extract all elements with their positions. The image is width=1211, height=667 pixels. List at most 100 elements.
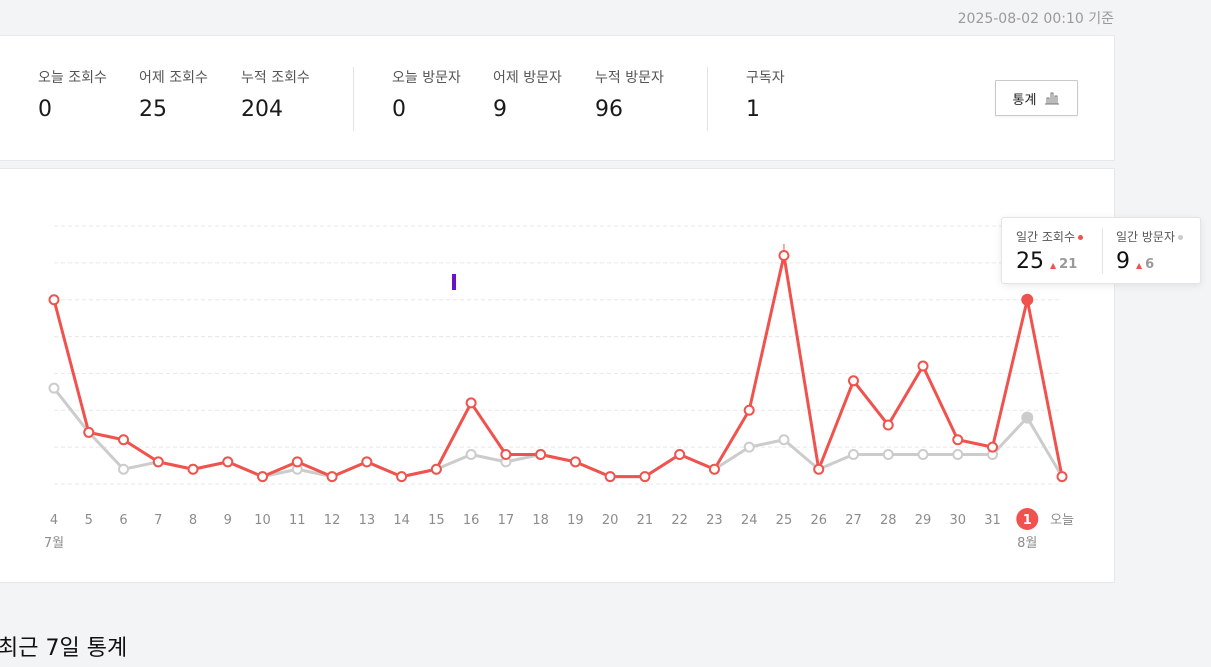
views-point <box>465 397 477 409</box>
x-tick-label: 5 <box>85 513 93 528</box>
stat-label: 어제 조회수 <box>139 70 208 86</box>
views-point <box>604 471 616 483</box>
x-tick-label: 26 <box>810 513 827 528</box>
x-tick-label: 29 <box>915 513 932 528</box>
event-marker <box>452 274 456 290</box>
x-tick-label: 9 <box>224 513 232 528</box>
visitors-point <box>1021 411 1034 424</box>
views-point <box>430 463 442 475</box>
visitors-point <box>118 463 130 475</box>
views-point <box>1021 293 1034 306</box>
recent-7days-title: 최근 7일 통계 <box>0 636 128 661</box>
chart-card: 4 5 6 7 8 9 10 11 12 13 14 15 16 17 18 19 20 21 22 23 24 25 26… <box>0 168 1115 583</box>
stat-divider <box>353 67 354 131</box>
x-tick-label: 19 <box>567 513 584 528</box>
stat-value: 0 <box>392 97 406 122</box>
x-tick-label: 20 <box>602 513 619 528</box>
timestamp: 2025-08-02 00:10 기준 <box>957 11 1114 27</box>
stat-label: 구독자 <box>746 70 785 86</box>
x-tick-label: 21 <box>637 513 654 528</box>
views-point <box>917 360 929 372</box>
stat-value: 1 <box>746 97 760 122</box>
stat-label: 누적 조회수 <box>241 70 310 86</box>
stat-label: 어제 방문자 <box>493 70 562 86</box>
x-tick-label: 30 <box>949 513 966 528</box>
visitors-point <box>882 449 894 461</box>
tooltip-visitors-label: 일간 방문자 <box>1116 230 1176 244</box>
up-arrow-icon: ▲ <box>1136 261 1143 270</box>
x-tick-label: 1 <box>1023 513 1032 528</box>
stat-total-visitors: 누적 방문자 96 <box>595 67 664 122</box>
views-point <box>639 471 651 483</box>
x-tick-label: 24 <box>741 513 758 528</box>
bar-chart-icon <box>1045 92 1060 105</box>
x-tick-label: 8 <box>189 513 197 528</box>
views-point <box>1056 471 1068 483</box>
views-point <box>152 456 164 468</box>
tooltip-visitors-delta: 6 <box>1145 257 1155 272</box>
visitors-point <box>48 382 60 394</box>
visitors-point <box>847 449 859 461</box>
stat-today-visitors: 오늘 방문자 0 <box>392 67 461 122</box>
visitors-legend-dot <box>1178 235 1184 240</box>
views-line <box>52 253 1064 479</box>
x-tick-label: 6 <box>119 513 127 528</box>
views-legend-dot <box>1078 235 1084 240</box>
stat-value: 96 <box>595 97 623 122</box>
x-tick-label: 4 <box>50 513 58 528</box>
views-point <box>83 426 95 438</box>
visitors-point <box>778 434 790 446</box>
x-tick-label: 7 <box>154 513 162 528</box>
views-point <box>500 449 512 461</box>
tooltip-views: 일간 조회수 25 ▲ 21 <box>1016 228 1084 274</box>
visitors-point <box>465 449 477 461</box>
x-tick-label: 28 <box>880 513 897 528</box>
daily-stats-chart: 4 5 6 7 8 9 10 11 12 13 14 15 16 17 18 19 20 21 22 23 24 25 26… <box>44 225 1074 551</box>
stat-label: 누적 방문자 <box>595 70 664 86</box>
views-point <box>708 463 720 475</box>
stat-yesterday-visitors: 어제 방문자 9 <box>493 67 562 122</box>
tooltip-visitors: 일간 방문자 9 ▲ 6 <box>1116 228 1184 274</box>
visitors-point <box>917 449 929 461</box>
views-point <box>743 404 755 416</box>
stat-today-views: 오늘 조회수 0 <box>38 67 107 122</box>
views-point <box>535 449 547 461</box>
views-point <box>847 375 859 387</box>
x-tick-label: 12 <box>324 513 341 528</box>
views-point <box>326 471 338 483</box>
up-arrow-icon: ▲ <box>1050 261 1057 270</box>
stats-button[interactable]: 통계 <box>995 80 1078 116</box>
views-point <box>569 456 581 468</box>
visitors-line <box>52 387 1064 479</box>
stat-value: 9 <box>493 97 507 122</box>
views-point <box>813 463 825 475</box>
x-tick-label: 17 <box>498 513 515 528</box>
stat-subscribers: 구독자 1 <box>746 67 785 122</box>
views-point <box>987 441 999 453</box>
stat-value: 0 <box>38 97 52 122</box>
views-point <box>778 249 790 261</box>
stats-button-label: 통계 <box>1012 92 1037 108</box>
views-point <box>187 463 199 475</box>
x-tick-label: 31 <box>984 513 1001 528</box>
views-point <box>396 471 408 483</box>
views-point <box>882 419 894 431</box>
month-label: 8월 <box>1017 536 1037 551</box>
summary-card: 오늘 조회수 0 어제 조회수 25 누적 조회수 204 오늘 방문자 0 어… <box>0 35 1115 161</box>
stat-yesterday-views: 어제 조회수 25 <box>139 67 208 122</box>
x-tick-label: 14 <box>393 513 410 528</box>
x-tick-label: 11 <box>289 513 306 528</box>
tooltip-divider <box>1102 228 1103 274</box>
x-tick-label: 22 <box>671 513 688 528</box>
x-tick-label: 27 <box>845 513 862 528</box>
views-point <box>257 471 269 483</box>
stat-total-views: 누적 조회수 204 <box>241 67 310 122</box>
x-tick-label: 오늘 <box>1050 513 1074 528</box>
views-point <box>222 456 234 468</box>
visitors-point <box>952 449 964 461</box>
views-point <box>952 434 964 446</box>
stat-value: 204 <box>241 97 283 122</box>
x-tick-label: 16 <box>463 513 480 528</box>
views-point <box>118 434 130 446</box>
tooltip-views-delta: 21 <box>1059 257 1078 272</box>
